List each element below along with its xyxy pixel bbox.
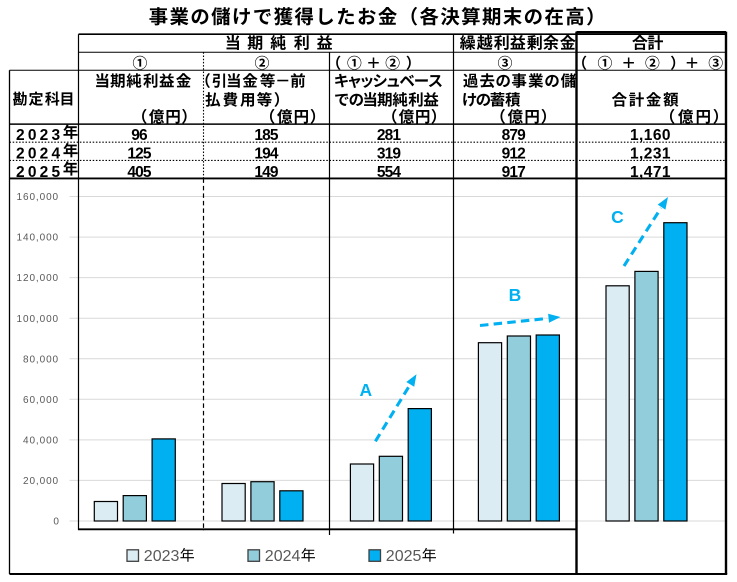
svg-text:40,000: 40,000 [23, 436, 59, 447]
svg-text:879: 879 [502, 127, 527, 144]
svg-text:185: 185 [254, 127, 279, 144]
svg-text:2024: 2024 [265, 548, 301, 565]
svg-text:96: 96 [131, 127, 148, 144]
svg-text:0: 0 [53, 517, 59, 528]
svg-text:194: 194 [254, 146, 279, 163]
svg-text:60,000: 60,000 [23, 395, 59, 406]
svg-text:120,000: 120,000 [17, 273, 59, 284]
svg-text:2023: 2023 [16, 127, 63, 144]
svg-text:1,160: 1,160 [630, 127, 671, 144]
svg-text:125: 125 [127, 146, 152, 163]
svg-text:149: 149 [254, 164, 279, 181]
svg-text:100,000: 100,000 [17, 314, 59, 325]
svg-text:20,000: 20,000 [23, 476, 59, 487]
svg-text:80,000: 80,000 [23, 354, 59, 365]
svg-text:1,471: 1,471 [630, 164, 671, 181]
svg-text:2024: 2024 [16, 146, 63, 163]
svg-text:140,000: 140,000 [17, 233, 59, 244]
svg-text:1,231: 1,231 [630, 146, 671, 163]
svg-text:281: 281 [377, 127, 402, 144]
svg-text:554: 554 [377, 164, 402, 181]
svg-text:B: B [509, 285, 522, 305]
svg-text:2023: 2023 [144, 548, 180, 565]
svg-text:160,000: 160,000 [17, 192, 59, 203]
svg-text:319: 319 [377, 146, 402, 163]
svg-text:C: C [611, 207, 624, 227]
svg-text:A: A [359, 380, 372, 400]
svg-text:917: 917 [502, 164, 526, 181]
svg-text:2025: 2025 [16, 164, 63, 181]
svg-text:2025: 2025 [386, 548, 422, 565]
svg-text:405: 405 [127, 164, 152, 181]
svg-text:912: 912 [502, 146, 526, 163]
